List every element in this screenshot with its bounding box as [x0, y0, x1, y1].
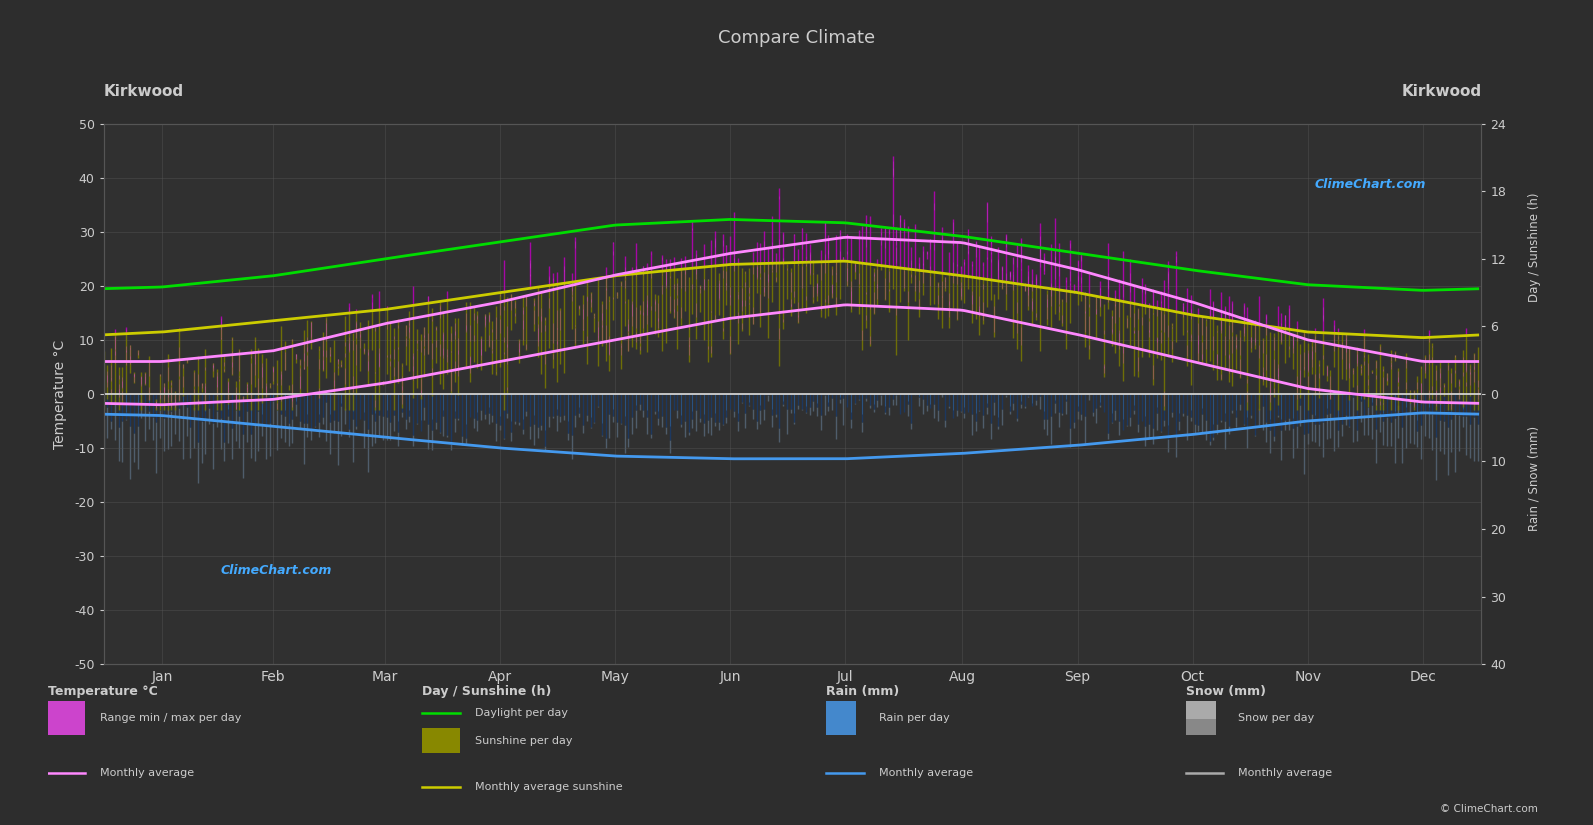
Text: Range min / max per day: Range min / max per day: [100, 713, 242, 723]
Bar: [1185, 719, 1215, 735]
Text: Snow (mm): Snow (mm): [1185, 685, 1266, 698]
Text: Monthly average: Monthly average: [1238, 768, 1332, 778]
Text: Rain (mm): Rain (mm): [827, 685, 900, 698]
Text: © ClimeChart.com: © ClimeChart.com: [1440, 804, 1537, 814]
Bar: [827, 701, 857, 735]
Text: Day / Sunshine (h): Day / Sunshine (h): [422, 685, 551, 698]
Text: ClimeChart.com: ClimeChart.com: [1314, 177, 1426, 191]
Bar: [48, 701, 86, 735]
Bar: [1185, 701, 1215, 735]
Text: ClimeChart.com: ClimeChart.com: [221, 564, 331, 578]
Text: Monthly average: Monthly average: [879, 768, 973, 778]
Text: Kirkwood: Kirkwood: [104, 84, 183, 100]
Text: Rain per day: Rain per day: [879, 713, 949, 723]
Text: Compare Climate: Compare Climate: [718, 29, 875, 47]
Text: Snow per day: Snow per day: [1238, 713, 1314, 723]
Text: Day / Sunshine (h): Day / Sunshine (h): [1528, 193, 1540, 302]
Text: Monthly average sunshine: Monthly average sunshine: [475, 782, 623, 792]
Text: Kirkwood: Kirkwood: [1402, 84, 1481, 100]
Text: Monthly average: Monthly average: [100, 768, 194, 778]
Text: Temperature °C: Temperature °C: [48, 685, 158, 698]
Text: Sunshine per day: Sunshine per day: [475, 736, 572, 746]
Text: Daylight per day: Daylight per day: [475, 709, 567, 719]
Bar: [422, 728, 460, 752]
Text: Rain / Snow (mm): Rain / Snow (mm): [1528, 426, 1540, 531]
Y-axis label: Temperature °C: Temperature °C: [53, 339, 67, 449]
